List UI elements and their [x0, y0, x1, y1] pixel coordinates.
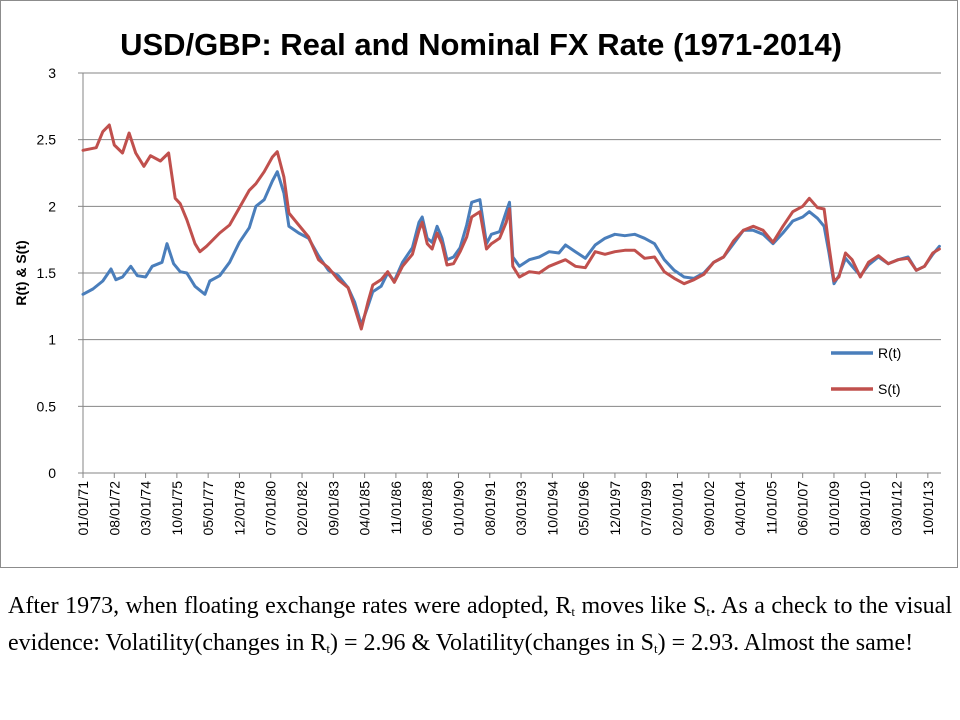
x-tick-label: 08/01/10	[857, 481, 873, 536]
caption-part-1: After 1973, when floating exchange rates…	[8, 593, 572, 619]
x-tick-label: 10/01/13	[920, 481, 936, 536]
legend-label-0: R(t)	[878, 345, 901, 361]
x-tick-label: 07/01/99	[638, 481, 654, 536]
x-tick-label: 04/01/04	[732, 481, 748, 536]
x-tick-label: 05/01/77	[200, 481, 216, 536]
x-tick-label: 05/01/96	[576, 481, 592, 536]
x-tick-label: 02/01/82	[294, 481, 310, 536]
x-tick-label: 01/01/09	[826, 481, 842, 536]
caption-part-5: ) = 2.93. Almost the same!	[657, 630, 914, 656]
x-tick-label: 01/01/90	[450, 481, 466, 536]
x-tick-label: 01/01/71	[75, 481, 91, 536]
fx-rate-chart: USD/GBP: Real and Nominal FX Rate (1971-…	[13, 27, 941, 536]
y-tick-label: 3	[48, 65, 56, 81]
y-tick-label: 0.5	[37, 398, 57, 414]
y-tick-label: 1	[48, 332, 56, 348]
series-line-0	[81, 170, 941, 327]
grid-lines	[83, 72, 941, 407]
x-tick-label: 12/01/78	[231, 481, 247, 536]
chart-frame: USD/GBP: Real and Nominal FX Rate (1971-…	[0, 0, 958, 568]
x-tick-label: 03/01/12	[889, 481, 905, 536]
caption-part-4: ) = 2.96 & Volatility(changes in S	[330, 630, 654, 656]
caption-s-subscript: t	[706, 604, 711, 619]
legend-label-1: S(t)	[878, 381, 901, 397]
x-tick-label: 09/01/02	[701, 481, 717, 536]
y-tick-label: 2	[48, 198, 56, 214]
y-tick-label: 0	[48, 465, 56, 481]
slide-caption: After 1973, when floating exchange rates…	[8, 588, 952, 662]
caption-part-3: . As a check to the visual evidence: Vol…	[8, 593, 952, 656]
x-tick-label: 10/01/94	[544, 481, 560, 536]
axes: 0 0.5 1 1.5 2 2.5 3 01/01/71 08/01/72 03/01/74 10/…	[37, 65, 941, 536]
x-tick-label: 10/01/75	[169, 481, 185, 536]
caption-r-subscript-2: t	[326, 641, 330, 656]
x-tick-label: 12/01/97	[607, 481, 623, 536]
series-line-1	[81, 123, 941, 331]
x-tick-label: 04/01/85	[357, 481, 373, 536]
x-tick-label: 03/01/93	[513, 481, 529, 536]
chart-title: USD/GBP: Real and Nominal FX Rate (1971-…	[120, 27, 842, 62]
x-tick-label: 11/01/86	[388, 481, 404, 535]
x-tick-label: 08/01/91	[482, 481, 498, 536]
caption-r-subscript: t	[571, 604, 576, 619]
x-tick-label: 08/01/72	[106, 481, 122, 536]
x-tick-label: 06/01/07	[795, 481, 811, 536]
y-tick-label: 2.5	[37, 132, 57, 148]
y-axis-label: R(t) & S(t)	[13, 240, 29, 305]
x-tick-label: 02/01/01	[670, 481, 686, 536]
caption-s-subscript-2: t	[653, 641, 658, 656]
caption-part-2: moves like S	[575, 593, 707, 619]
legend: R(t) S(t)	[831, 345, 901, 397]
x-tick-label: 06/01/88	[419, 481, 435, 536]
x-tick-label: 11/01/05	[763, 481, 779, 535]
x-tick-label: 07/01/80	[263, 481, 279, 536]
series-lines	[81, 123, 941, 331]
y-tick-label: 1.5	[37, 265, 57, 281]
x-tick-label: 09/01/83	[325, 481, 341, 536]
x-tick-label: 03/01/74	[138, 481, 154, 536]
